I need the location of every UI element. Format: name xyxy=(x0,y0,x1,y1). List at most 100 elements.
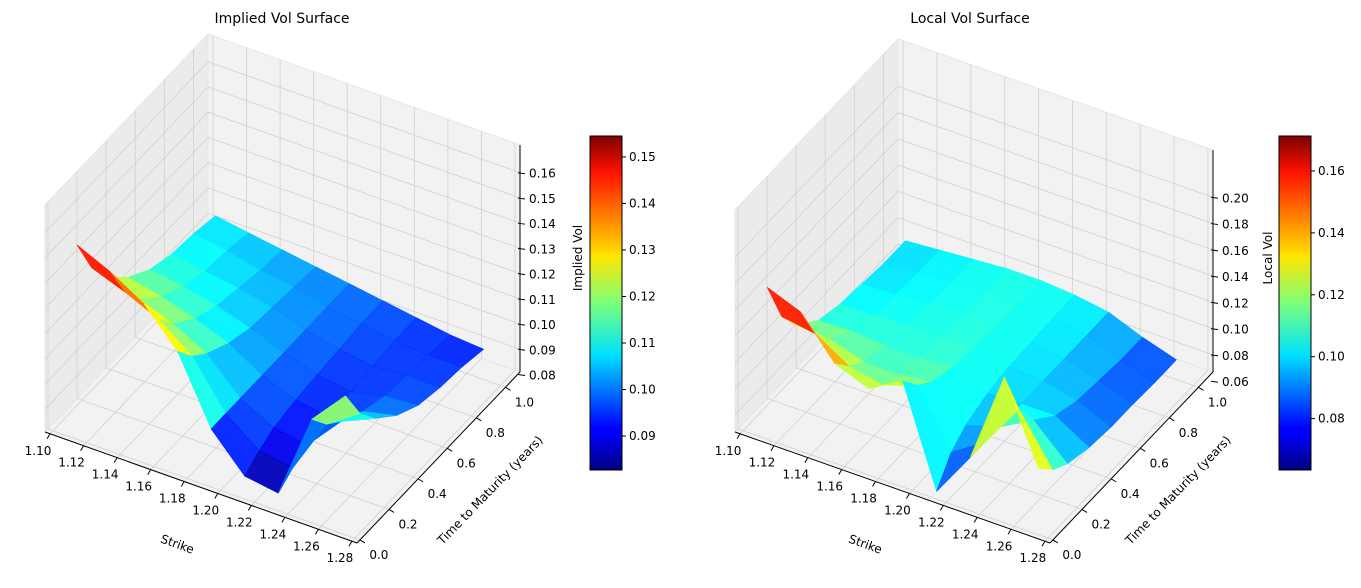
grid-line xyxy=(351,369,516,542)
y-tick-label: 0.4 xyxy=(428,487,447,501)
x-tick-label: 1.24 xyxy=(260,527,287,541)
grid-line xyxy=(44,86,209,259)
colorbar-tick-label: 0.15 xyxy=(629,150,656,164)
x-tick-label: 1.10 xyxy=(715,444,742,458)
grid-line xyxy=(44,187,209,360)
grid-line xyxy=(734,164,899,337)
colorbar-tick-label: 0.14 xyxy=(629,196,656,210)
z-tick-label: 0.12 xyxy=(529,268,556,282)
x-tick xyxy=(214,493,219,499)
z-tick xyxy=(517,323,526,326)
z-tick-label: 0.10 xyxy=(1222,323,1249,337)
grid-line xyxy=(44,212,209,385)
x-tick xyxy=(314,529,319,535)
x-tick-label: 1.26 xyxy=(293,539,320,553)
x-tick xyxy=(906,493,910,499)
z-tick xyxy=(1210,196,1219,199)
x-tick-label: 1.22 xyxy=(918,515,945,529)
x-tick xyxy=(46,433,51,440)
y-tick-label: 1.0 xyxy=(515,395,534,409)
z-tick xyxy=(517,273,526,276)
colorbar-tick-label: 0.12 xyxy=(1318,288,1345,302)
grid-line xyxy=(207,212,521,325)
z-tick xyxy=(1210,223,1219,226)
grid-line xyxy=(734,191,899,363)
z-tick-label: 0.14 xyxy=(529,217,556,231)
x-tick xyxy=(770,445,775,451)
x-tick-label: 1.18 xyxy=(850,492,877,506)
x-tick xyxy=(736,433,741,440)
grid-line xyxy=(737,428,1054,541)
grid-line xyxy=(897,164,1214,277)
y-tick xyxy=(505,386,511,391)
colorbar xyxy=(589,135,623,471)
z-tick-label: 0.13 xyxy=(529,242,556,256)
x-tick-label: 1.28 xyxy=(1020,551,1047,565)
grid-line xyxy=(44,61,209,234)
z-tick-label: 0.10 xyxy=(529,318,556,332)
x-axis-label: Strike xyxy=(847,532,884,557)
z-tick-label: 0.09 xyxy=(529,343,556,357)
colorbar-tick-label: 0.10 xyxy=(629,383,656,397)
grid-line xyxy=(44,162,209,334)
y-tick-label: 1.0 xyxy=(1208,395,1227,409)
x-tick xyxy=(973,517,978,523)
z-tick-label: 0.06 xyxy=(1222,375,1249,389)
y-tick xyxy=(476,417,482,422)
y-tick xyxy=(1052,539,1059,544)
x-axis-line xyxy=(734,431,1051,544)
y-tick xyxy=(388,508,395,513)
z-tick xyxy=(1210,301,1219,304)
x-tick-label: 1.22 xyxy=(226,515,253,529)
grid-line xyxy=(207,137,521,249)
x-tick xyxy=(281,517,286,523)
colorbar-tick-label: 0.16 xyxy=(1318,164,1345,178)
y-tick-label: 0.0 xyxy=(369,548,388,562)
y-tick xyxy=(359,539,366,544)
y-axis-line xyxy=(1049,371,1214,544)
grid-line xyxy=(897,138,1214,251)
x-tick-label: 1.12 xyxy=(58,456,85,470)
z-tick xyxy=(517,348,526,351)
grid-line xyxy=(734,112,899,284)
grid-line xyxy=(318,357,482,530)
z-tick-label: 0.16 xyxy=(529,167,556,181)
y-tick xyxy=(1110,478,1117,483)
z-axis-label: Implied Vol xyxy=(571,225,585,291)
y-tick xyxy=(1198,386,1204,391)
z-tick-label: 0.14 xyxy=(1222,270,1249,284)
z-tick xyxy=(1210,328,1219,331)
z-tick xyxy=(517,197,526,200)
z-tick xyxy=(517,222,526,225)
x-tick-label: 1.20 xyxy=(192,503,219,517)
x-tick-label: 1.26 xyxy=(986,539,1013,553)
x-tick xyxy=(1041,540,1046,547)
grid-line xyxy=(207,162,521,275)
z-axis-label: Local Vol xyxy=(1261,232,1275,285)
z-tick-label: 0.08 xyxy=(529,369,556,383)
x-tick-label: 1.16 xyxy=(125,480,152,494)
y-tick-label: 0.6 xyxy=(1150,456,1169,470)
y-tick-label: 0.8 xyxy=(486,426,505,440)
grid-line xyxy=(44,137,209,309)
y-tick xyxy=(1169,417,1175,422)
colorbar-tick-label: 0.11 xyxy=(629,336,656,350)
x-tick xyxy=(113,457,118,463)
y-tick xyxy=(446,447,453,452)
z-tick xyxy=(517,172,526,175)
grid-line xyxy=(47,428,361,541)
grid-line xyxy=(44,111,209,284)
x-tick xyxy=(838,469,843,475)
colorbar-tick-label: 0.14 xyxy=(1318,226,1345,240)
x-tick xyxy=(939,505,944,511)
grid-line xyxy=(207,86,521,199)
grid-line xyxy=(897,85,1214,198)
x-tick xyxy=(80,445,85,451)
grid-line xyxy=(897,112,1214,224)
z-tick xyxy=(1210,275,1219,278)
y-tick xyxy=(417,478,424,483)
x-tick-label: 1.18 xyxy=(159,492,186,506)
z-tick-label: 0.11 xyxy=(529,293,556,307)
grid-line xyxy=(734,86,899,258)
